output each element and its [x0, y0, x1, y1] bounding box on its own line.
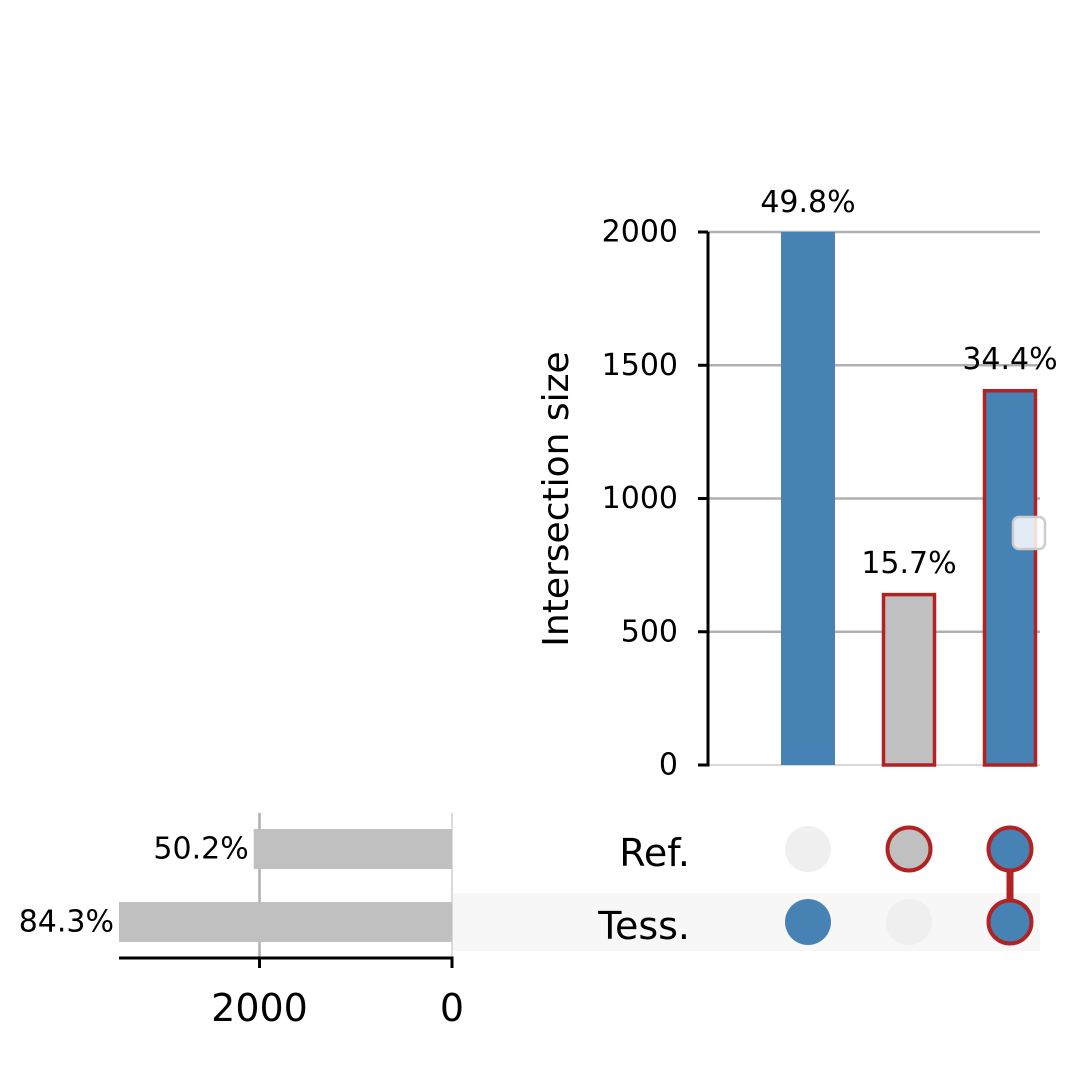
matrix-dot-active: [986, 898, 1034, 946]
intersection-size-panel: 49.8% 15.7% 34.4% 0 500 1000 1500 2000 Intersect…: [536, 185, 1058, 783]
intersection-y-tick-label: 500: [621, 614, 678, 649]
intersection-y-tick-label: 2000: [602, 215, 678, 250]
intersection-bar: [881, 592, 937, 767]
set-size-bar: [119, 902, 452, 942]
set-name-label: Tess.: [597, 904, 690, 948]
intersection-bar: [781, 232, 835, 765]
intersection-bar: [982, 388, 1038, 767]
matrix-dot-active: [885, 825, 933, 873]
matrix-row-shade: [452, 893, 1040, 951]
matrix-dot-inactive: [886, 899, 932, 945]
matrix-dot-active: [785, 899, 831, 945]
membership-matrix: Ref. Tess.: [597, 825, 1034, 948]
intersection-y-tick-label: 1500: [602, 348, 678, 383]
set-size-bar-label: 50.2%: [153, 832, 248, 867]
legend-box: [1011, 515, 1047, 551]
intersection-y-axis-label: Intersection size: [536, 351, 577, 646]
intersection-y-tick-label: 1000: [602, 481, 678, 516]
set-size-bar-label: 84.3%: [19, 905, 114, 940]
legend: [1011, 515, 1047, 551]
intersection-bar-label: 49.8%: [760, 185, 855, 220]
matrix-dot-active: [986, 825, 1034, 873]
intersection-y-tick-label: 0: [659, 748, 678, 783]
set-size-x-tick-label: 2000: [211, 986, 308, 1030]
set-size-bar: [253, 829, 452, 869]
matrix-dot-inactive: [785, 826, 831, 872]
set-size-x-tick-label: 0: [440, 986, 464, 1030]
set-name-label: Ref.: [619, 831, 690, 875]
matrix-row-shading: [452, 893, 1040, 951]
intersection-bar-label: 34.4%: [962, 342, 1057, 377]
set-size-panel: 50.2% 84.3% 2000 0: [19, 813, 464, 1030]
intersection-bar-label: 15.7%: [861, 546, 956, 581]
